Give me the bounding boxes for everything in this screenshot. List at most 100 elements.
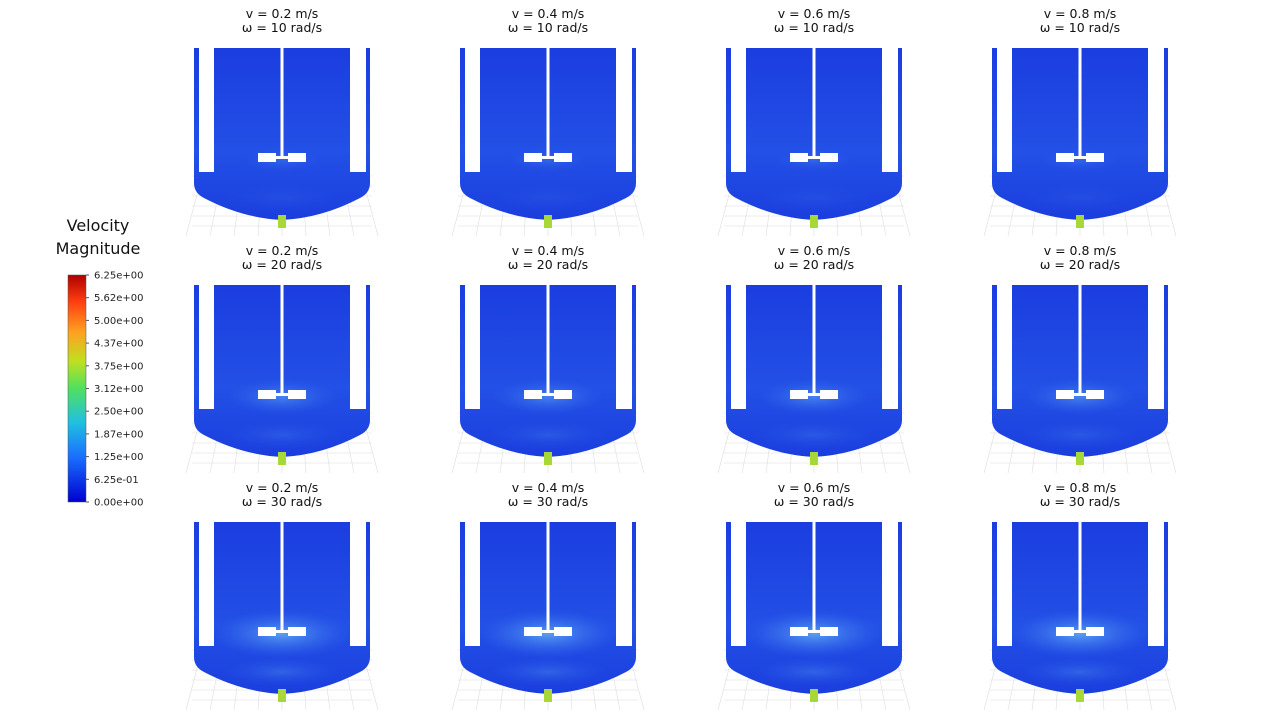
impeller-blade [258,390,276,399]
impeller-blade [288,153,306,162]
colorbar-tick-label: 6.25e-01 [94,475,139,486]
impeller-blade [1086,627,1104,636]
flow-glow [222,421,342,449]
flow-glow [478,610,618,658]
panel: v = 0.2 m/sω = 10 rad/s [185,6,379,237]
flow-glow [1025,379,1135,415]
impeller-hub [274,156,290,159]
flow-glow [1020,184,1140,212]
baffle [1148,522,1164,646]
panel: v = 0.8 m/sω = 10 rad/s [983,6,1177,237]
impeller-blade [1086,390,1104,399]
shaft [280,48,284,158]
outlet [278,215,286,228]
baffle [465,285,480,409]
shaft [812,48,816,158]
impeller-hub [806,156,822,159]
panel-velocity: v = 0.8 m/s [1044,6,1117,21]
flow-glow [1020,421,1140,449]
shaft [812,522,816,632]
panel: v = 0.6 m/sω = 10 rad/s [717,6,911,237]
impeller-hub [540,156,556,159]
flow-glow [754,421,874,449]
panel-omega: ω = 20 rad/s [774,257,854,272]
baffle [350,48,366,172]
outlet [544,215,552,228]
impeller-blade [820,390,838,399]
impeller-blade [790,627,808,636]
panel: v = 0.2 m/sω = 30 rad/s [185,480,379,711]
panel: v = 0.4 m/sω = 30 rad/s [451,480,645,711]
panel-velocity: v = 0.4 m/s [512,480,585,495]
panel-omega: ω = 30 rad/s [1040,494,1120,509]
impeller-hub [1072,156,1088,159]
colorbar-tick-label: 2.50e+00 [94,407,144,418]
panel-omega: ω = 20 rad/s [508,257,588,272]
shaft [546,522,550,632]
panel: v = 0.6 m/sω = 20 rad/s [717,243,911,474]
outlet [544,452,552,465]
outlet [810,452,818,465]
panel-omega: ω = 10 rad/s [774,20,854,35]
shaft [280,522,284,632]
impeller-blade [820,627,838,636]
impeller-blade [790,390,808,399]
impeller-blade [524,627,542,636]
impeller-hub [274,630,290,633]
baffle [997,285,1012,409]
baffle [465,48,480,172]
baffle [997,48,1012,172]
impeller-blade [554,153,572,162]
baffle [731,285,746,409]
impeller-hub [806,393,822,396]
impeller-hub [1072,393,1088,396]
panel-velocity: v = 0.6 m/s [778,480,851,495]
outlet [278,452,286,465]
flow-glow [759,379,869,415]
flow-glow [1010,610,1150,658]
panel-velocity: v = 0.4 m/s [512,6,585,21]
baffle [616,285,632,409]
panel-omega: ω = 30 rad/s [242,494,322,509]
panel: v = 0.8 m/sω = 20 rad/s [983,243,1177,474]
impeller-blade [1086,153,1104,162]
colorbar [67,274,87,503]
impeller-hub [806,630,822,633]
panel-omega: ω = 30 rad/s [508,494,588,509]
baffle [350,285,366,409]
flow-glow [212,610,352,658]
baffle [882,285,898,409]
colorbar-tick-label: 0.00e+00 [94,498,144,509]
impeller-blade [820,153,838,162]
baffle [882,522,898,646]
outlet [1076,215,1084,228]
flow-glow [744,610,884,658]
flow-glow [488,184,608,212]
panel-omega: ω = 10 rad/s [1040,20,1120,35]
panel-omega: ω = 20 rad/s [1040,257,1120,272]
colorbar-tick-label: 6.25e+00 [94,271,144,282]
panel-velocity: v = 0.6 m/s [778,6,851,21]
flow-glow [488,421,608,449]
impeller-blade [790,153,808,162]
impeller-blade [288,627,306,636]
panel: v = 0.2 m/sω = 20 rad/s [185,243,379,474]
flow-glow [488,658,608,686]
panel-omega: ω = 10 rad/s [508,20,588,35]
colorbar-title: Velocity Magnitude [55,216,141,258]
panel: v = 0.4 m/sω = 10 rad/s [451,6,645,237]
shaft [1078,48,1082,158]
impeller-hub [540,393,556,396]
baffle [616,522,632,646]
shaft [1078,522,1082,632]
panel: v = 0.4 m/sω = 20 rad/s [451,243,645,474]
outlet [544,689,552,702]
baffle [350,522,366,646]
flow-glow [754,184,874,212]
colorbar-tick-label: 3.75e+00 [94,361,144,372]
baffle [731,522,746,646]
panel: v = 0.8 m/sω = 30 rad/s [983,480,1177,711]
panel-omega: ω = 30 rad/s [774,494,854,509]
impeller-hub [1072,630,1088,633]
